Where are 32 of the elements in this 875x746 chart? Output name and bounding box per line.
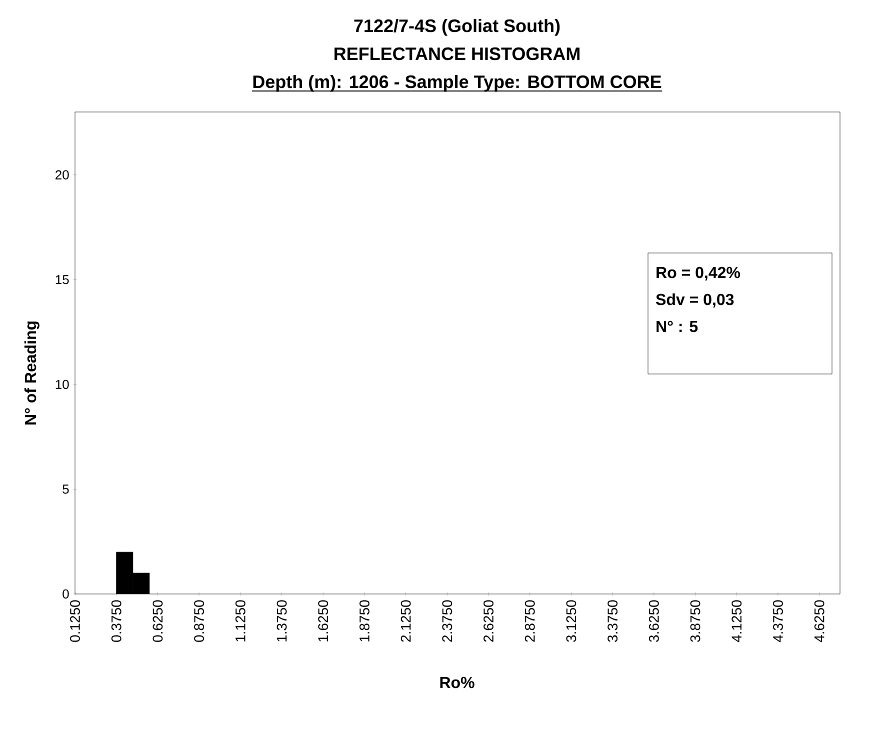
annotation: N° : 5: [656, 320, 698, 332]
x-tick-label: 2.8750: [524, 600, 535, 642]
x-tick-label: 0.3750: [111, 600, 122, 642]
x-tick-label: 2.6250: [484, 600, 494, 642]
x-axis-title: Ro%: [440, 676, 474, 688]
y-axis-title: N° of Reading: [24, 322, 40, 424]
x-tick-label: 1.8750: [360, 600, 370, 642]
chart-subtitle: REFLECTANCE HISTOGRAM: [334, 47, 580, 60]
x-tick-label: 0.8750: [194, 600, 204, 642]
y-tick-label: 10: [56, 380, 69, 390]
x-tick-label: 3.6250: [648, 600, 659, 642]
x-tick-label: 1.6250: [318, 600, 328, 642]
x-tick-label: 1.1250: [235, 600, 246, 642]
x-tick-label: 2.3750: [442, 600, 452, 642]
x-tick-label: 0.6250: [152, 600, 163, 642]
x-tick-label: 3.1250: [566, 600, 576, 642]
annotation: Sdv = 0,03: [656, 293, 734, 308]
x-tick-label: 1.3750: [276, 600, 287, 642]
y-tick-label: 20: [56, 170, 69, 180]
x-tick-label: 3.8750: [690, 600, 700, 642]
x-tick-label: 2.1250: [400, 600, 411, 642]
annotation: Ro = 0,42%: [656, 266, 740, 280]
x-tick-label: 4.3750: [773, 600, 783, 642]
x-tick-label: 0.1250: [70, 600, 80, 642]
x-tick-label: 3.3750: [608, 600, 618, 642]
x-tick-label: 4.1250: [732, 600, 742, 642]
y-tick-label: 5: [62, 484, 69, 494]
x-tick-label: 4.6250: [814, 600, 824, 642]
text: Depth (m): 1206 - Sample Type: BOTTOM CORE: [253, 74, 662, 92]
chart-title: 7122/7-4S (Goliat South): [354, 18, 560, 36]
y-tick-label: 0: [62, 589, 69, 599]
y-tick-label: 15: [56, 275, 69, 284]
